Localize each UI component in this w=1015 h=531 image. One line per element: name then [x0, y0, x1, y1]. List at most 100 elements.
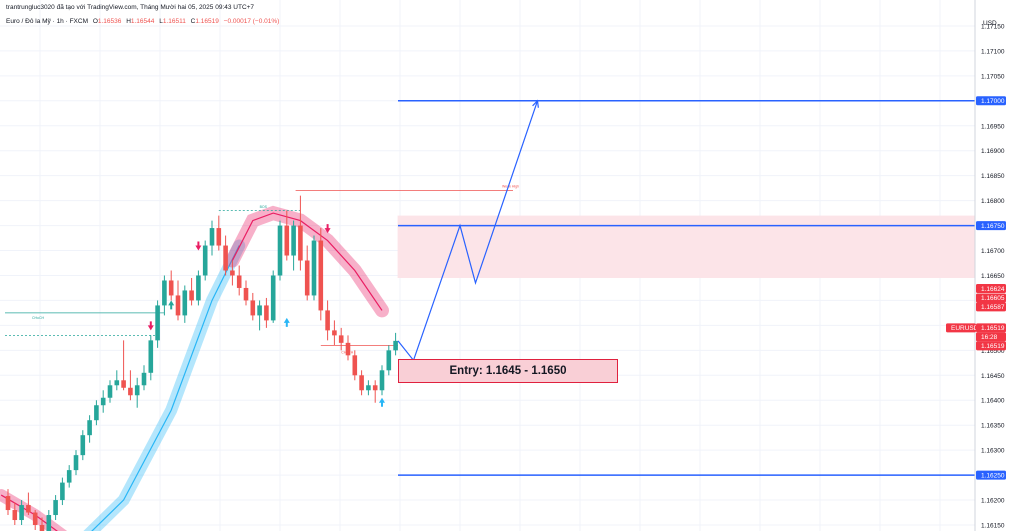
bear-candle	[121, 380, 126, 388]
bear-candle	[26, 505, 31, 513]
bear-candle	[332, 330, 337, 336]
low-value: 1.16511	[162, 18, 186, 25]
bull-candle	[366, 385, 371, 391]
bear-candle	[250, 300, 256, 316]
bull-candle	[141, 372, 147, 386]
bull-candle	[107, 385, 113, 398]
price-tag-pink-3[interactable]	[976, 302, 1006, 312]
price-tag-pink-3-text: 1.16587	[981, 304, 1005, 311]
currency-label[interactable]: USD	[983, 20, 997, 27]
symbol-legend[interactable]: Euro / Đô la Mỹ · 1h · FXCM O1.16536 H 1.…	[6, 18, 279, 25]
price-tick-label: 1.16900	[981, 148, 1005, 155]
price-tag-1-17000[interactable]	[976, 96, 1006, 106]
bull-candle	[114, 380, 120, 386]
bear-candle	[12, 510, 18, 521]
bear-candle	[264, 305, 269, 321]
choch-label: CHoCH	[32, 316, 45, 320]
last-price-tag-2-text: 1.16519	[981, 343, 1005, 350]
bull-candle	[202, 245, 208, 276]
price-tick-label: 1.16500	[981, 348, 1005, 355]
bear-candle	[39, 525, 45, 531]
bull-candle	[196, 275, 201, 301]
bull-candle	[311, 240, 317, 296]
bull-candle	[257, 305, 262, 316]
price-tag-1-17000-text: 1.17000	[981, 98, 1005, 105]
sell-arrow-icon	[195, 241, 202, 251]
bear-candle	[359, 375, 364, 391]
price-tick-label: 1.16800	[981, 198, 1005, 205]
bull-candle	[182, 290, 188, 316]
sell-arrow-icon	[324, 224, 331, 234]
countdown-tag-text: 16:28	[981, 334, 998, 341]
symbol-tag-text: EURUSD	[951, 325, 979, 332]
bull-candle	[53, 500, 58, 516]
projection-path[interactable]	[397, 100, 539, 362]
price-tick-label: 1.17100	[981, 48, 1005, 55]
bear-candle	[243, 287, 249, 301]
bull-candle	[148, 340, 154, 373]
bull-candle	[134, 385, 140, 396]
bear-candle	[372, 385, 378, 391]
price-tick-label: 1.16700	[981, 248, 1005, 255]
bear-candle	[338, 335, 344, 343]
bull-candle	[379, 370, 385, 391]
symbol-description: Euro / Đô la Mỹ · 1h · FXCM	[6, 18, 88, 25]
price-tick-label: 1.17050	[981, 73, 1005, 80]
bear-candle	[223, 245, 228, 271]
price-tick-label: 1.16150	[981, 523, 1005, 530]
price-tick-label: 1.16350	[981, 423, 1005, 430]
buy-arrow-icon	[168, 300, 175, 310]
last-price-tag-2[interactable]	[976, 341, 1006, 351]
bear-candle	[298, 225, 303, 261]
bull-candle	[162, 280, 167, 306]
bear-candle	[236, 275, 242, 288]
bear-candle	[230, 270, 235, 276]
bear-candle	[175, 295, 181, 316]
price-tag-pink-2-text: 1.16605	[981, 295, 1005, 302]
bull-candle	[80, 435, 86, 456]
trend-bands	[0, 205, 389, 531]
last-price-tag-text: 1.16519	[981, 325, 1005, 332]
countdown-tag[interactable]	[976, 332, 1006, 342]
price-tag-1-16250[interactable]	[976, 470, 1006, 480]
buy-arrow-icon	[283, 317, 290, 327]
price-tick-label: 1.17150	[981, 23, 1005, 30]
bull-candle	[60, 482, 65, 501]
entry-box: Entry: 1.1645 - 1.1650	[398, 359, 618, 383]
bear-candle	[32, 512, 38, 526]
bear-candle	[325, 310, 330, 331]
weak-high-label: Weak High	[502, 185, 519, 189]
symbol-tag[interactable]	[946, 323, 976, 333]
arrow-head-icon	[532, 99, 539, 108]
price-tick-label: 1.16950	[981, 123, 1005, 130]
open-label: O	[92, 18, 98, 25]
price-tag-1-16750[interactable]	[976, 221, 1006, 231]
price-tag-1-16750-text: 1.16750	[981, 223, 1005, 230]
price-tick-label: 1.16850	[981, 173, 1005, 180]
price-tick-label: 1.16200	[981, 498, 1005, 505]
last-price-tag[interactable]	[976, 323, 1006, 333]
bear-candle	[284, 225, 290, 256]
publisher-text: trantrungluc3020 đã tạo với TradingView.…	[6, 4, 255, 11]
bull-candle	[100, 397, 106, 406]
price-tag-pink-2[interactable]	[976, 293, 1006, 303]
open-value: 1.16536	[97, 18, 122, 25]
bear-candle	[5, 496, 11, 511]
price-axis: 1.17150 1.17100 1.17050 1.17000 1.16950 1.169…	[974, 0, 1005, 531]
bull-candle	[155, 305, 160, 341]
uptrend-band-fill	[83, 239, 246, 531]
bear-candle	[352, 355, 358, 376]
price-tick-label: 1.16650	[981, 273, 1005, 280]
price-tag-pink-1[interactable]	[976, 283, 1006, 293]
bear-candle	[304, 260, 310, 296]
bull-candle	[73, 455, 79, 471]
bear-candle	[318, 240, 324, 311]
close-value: 1.16519	[195, 18, 219, 25]
bull-candle	[66, 470, 72, 483]
price-tick-label: 1.16450	[981, 373, 1005, 380]
price-tag-1-16250-text: 1.16250	[981, 472, 1005, 479]
high-label: H	[126, 18, 131, 25]
bull-candle	[19, 505, 24, 521]
bull-candle	[46, 515, 52, 531]
